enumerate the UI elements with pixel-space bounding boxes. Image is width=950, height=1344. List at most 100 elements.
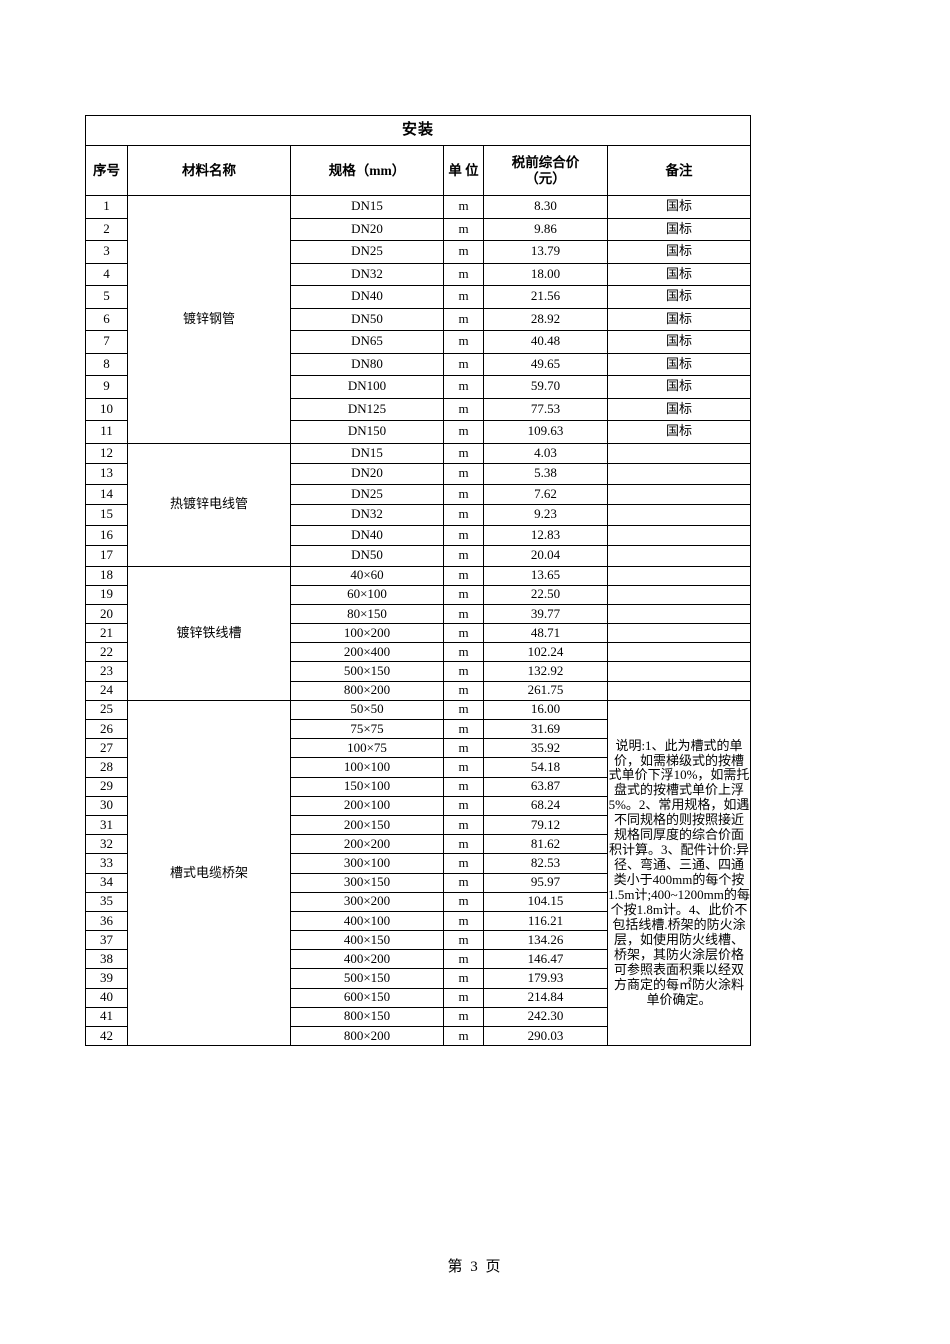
table-row: 39 500×150 m 179.93	[85, 968, 751, 989]
table-row: 11 DN150 m 109.63 国标	[85, 420, 752, 444]
cell-remark	[606, 603, 752, 625]
cell-row-number: 11	[85, 420, 128, 444]
cell-unit: m	[443, 642, 484, 663]
table-row: 4 DN32 m 18.00 国标	[85, 262, 752, 286]
cell-spec: 300×150	[290, 872, 444, 893]
cell-spec: DN25	[290, 483, 444, 505]
cell-spec: 500×150	[290, 968, 444, 989]
col-header-material: 材料名称	[127, 145, 291, 196]
cell-price: 77.53	[483, 397, 608, 421]
cell-row-number: 25	[85, 699, 128, 721]
cell-remark: 国标	[606, 262, 752, 286]
cell-row-number: 17	[85, 545, 128, 567]
cell-spec: 300×100	[290, 853, 444, 874]
cell-spec: DN150	[290, 420, 444, 444]
table-row: 33 300×100 m 82.53	[85, 853, 751, 874]
cell-row-number: 42	[85, 1025, 128, 1047]
table-row: 24 800×200 m 261.75	[85, 680, 752, 701]
cell-row-number: 18	[85, 565, 128, 586]
cell-remark: 国标	[606, 352, 752, 376]
cell-spec: 150×100	[290, 776, 444, 797]
cell-price: 109.63	[483, 420, 608, 444]
table-title: 安装	[84, 115, 752, 146]
table-row: 18 镀锌铁线槽 40×60 m 13.65	[85, 565, 752, 701]
cell-row-number: 16	[85, 524, 128, 546]
table-row: 16 DN40 m 12.83	[85, 524, 752, 546]
table-body: 1 镀锌钢管 DN15 m 8.30 国标 2 DN20 m 9.86 国标 3 DN25 m 13.79 国…	[85, 195, 752, 1047]
cell-price: 95.97	[483, 872, 608, 893]
table-row: 2 DN20 m 9.86 国标	[85, 217, 752, 241]
cell-unit: m	[443, 661, 484, 682]
cell-remark: 国标	[606, 307, 752, 331]
cell-unit: m	[443, 217, 484, 241]
cell-unit: m	[443, 872, 484, 893]
cell-row-number: 3	[85, 240, 128, 264]
cell-price: 31.69	[483, 718, 608, 740]
cell-material-name: 槽式电缆桥架	[127, 699, 291, 1047]
cell-price: 9.86	[483, 217, 608, 241]
cell-price: 59.70	[483, 375, 608, 399]
cell-unit: m	[443, 442, 484, 464]
cell-price: 116.21	[483, 910, 608, 932]
table-row: 3 DN25 m 13.79 国标	[85, 240, 752, 264]
cell-spec: DN50	[290, 307, 444, 331]
cell-spec: 200×400	[290, 642, 444, 663]
table-row: 25 槽式电缆桥架 50×50 m 16.00 说明:1、此为槽式的单价，如需梯级式的按槽…	[85, 699, 752, 1047]
cell-unit: m	[443, 680, 484, 701]
cell-remark: 国标	[606, 285, 752, 309]
cell-spec: 200×200	[290, 834, 444, 855]
cell-row-number: 5	[85, 285, 128, 309]
cell-unit: m	[443, 262, 484, 286]
cell-price: 5.38	[483, 463, 608, 485]
cell-row-number: 27	[85, 738, 128, 759]
cell-spec: DN15	[290, 195, 444, 219]
cell-unit: m	[443, 603, 484, 625]
cell-row-number: 1	[85, 195, 128, 219]
cell-row-number: 39	[85, 968, 128, 989]
cell-remark	[606, 642, 752, 663]
table-row: 29 150×100 m 63.87	[85, 776, 751, 797]
cell-unit: m	[443, 1025, 484, 1047]
cell-unit: m	[443, 504, 484, 526]
cell-row-number: 2	[85, 217, 128, 241]
cell-price: 35.92	[483, 738, 608, 759]
cell-row-number: 14	[85, 483, 128, 505]
cell-row-number: 12	[85, 442, 128, 464]
cell-price: 54.18	[483, 757, 608, 778]
cell-price: 146.47	[483, 949, 608, 970]
cell-price: 214.84	[483, 987, 608, 1008]
cell-remark: 国标	[606, 397, 752, 421]
cell-price: 290.03	[483, 1025, 608, 1047]
cell-spec: 200×100	[290, 795, 444, 816]
cell-remark	[606, 623, 752, 644]
table-row: 26 75×75 m 31.69	[85, 718, 751, 740]
table-title-row: 安装	[84, 115, 752, 146]
cell-price: 68.24	[483, 795, 608, 816]
cell-unit: m	[443, 718, 484, 740]
cell-unit: m	[443, 738, 484, 759]
cell-unit: m	[443, 834, 484, 855]
table-row: 22 200×400 m 102.24	[85, 642, 752, 663]
cell-spec: 800×200	[290, 680, 444, 701]
cell-row-number: 24	[85, 680, 128, 701]
cell-remark	[606, 463, 752, 485]
cell-remark: 国标	[606, 240, 752, 264]
cell-unit: m	[443, 584, 484, 605]
cell-remark	[606, 565, 752, 586]
cell-row-number: 9	[85, 375, 128, 399]
page-number: 第 3 页	[447, 1259, 503, 1275]
cell-unit: m	[443, 968, 484, 989]
table-row: 23 500×150 m 132.92	[85, 661, 752, 682]
cell-remark	[606, 483, 752, 505]
cell-price: 39.77	[483, 603, 608, 625]
cell-spec: DN50	[290, 545, 444, 567]
table-row: 15 DN32 m 9.23	[85, 504, 752, 526]
cell-row-number: 30	[85, 795, 128, 816]
cell-row-number: 20	[85, 603, 128, 625]
cell-row-number: 19	[85, 584, 128, 605]
cell-remark: 国标	[606, 195, 752, 219]
cell-price: 28.92	[483, 307, 608, 331]
cell-price: 4.03	[483, 442, 608, 464]
col-header-price: 税前综合价 （元）	[483, 145, 608, 196]
